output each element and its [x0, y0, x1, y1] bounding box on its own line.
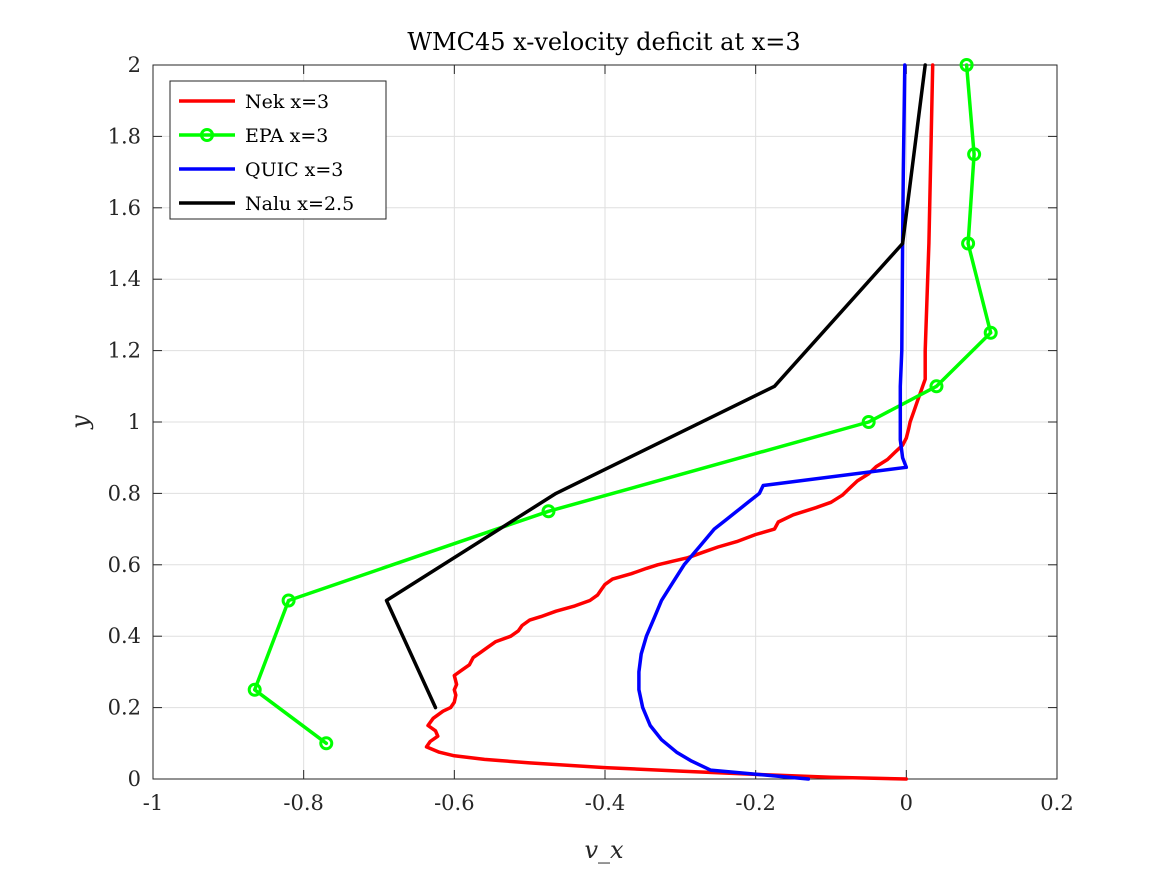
y-tick-label: 2 [128, 53, 141, 77]
series-1-point-6 [983, 325, 998, 340]
x-tick-label: -0.2 [735, 791, 776, 815]
legend: Nek x=3 EPA x=3 QUIC x=3 Nalu x=2.5 [169, 80, 387, 220]
series-1-point-9 [959, 58, 974, 72]
series-1-point-2 [281, 593, 296, 608]
series-1-point-1 [247, 682, 262, 697]
legend-marker-1 [200, 128, 214, 142]
y-tick-label: 0.2 [108, 696, 141, 720]
x-tick-label: -0.8 [283, 791, 324, 815]
y-tick-label: 0.8 [108, 481, 141, 505]
y-tick-label: 1.8 [108, 124, 141, 148]
series-1 [247, 58, 998, 751]
series-line-3 [384, 63, 927, 710]
x-tick-label: 0 [900, 791, 913, 815]
chart-title: WMC45 x-velocity deficit at x=3 [407, 28, 800, 56]
legend-label-2: QUIC x=3 [245, 159, 343, 181]
legend-entry-3: Nalu x=2.5 [179, 193, 354, 215]
series-1-point-8 [967, 147, 982, 162]
x-tick-label: -1 [143, 791, 163, 815]
series-line-2 [637, 63, 909, 781]
y-tick-label: 1 [128, 410, 141, 434]
x-axis-label: v_x [584, 836, 624, 864]
legend-label-0: Nek x=3 [245, 91, 329, 113]
x-axis-ticks: -1 -0.8 -0.6 -0.4 -0.2 0 0.2 [143, 65, 1074, 815]
y-axis-label: y [66, 415, 94, 430]
legend-label-3: Nalu x=2.5 [245, 193, 354, 215]
y-tick-label: 1.6 [108, 196, 141, 220]
legend-label-1: EPA x=3 [245, 125, 328, 147]
y-tick-label: 1.2 [108, 339, 141, 363]
series-3 [384, 63, 927, 710]
y-axis-ticks: 0 0.2 0.4 0.6 0.8 1 1.2 1.4 1.6 1.8 2 [108, 53, 1057, 791]
legend-entry-0: Nek x=3 [179, 91, 329, 113]
series-2 [637, 63, 909, 781]
series-1-point-5 [929, 379, 944, 394]
series-layer [247, 58, 998, 781]
legend-entry-2: QUIC x=3 [179, 159, 343, 181]
x-tick-label: -0.6 [434, 791, 475, 815]
series-0 [424, 63, 935, 781]
y-tick-label: 0 [128, 767, 141, 791]
series-1-point-0 [319, 736, 334, 751]
series-line-0 [424, 63, 935, 781]
x-tick-label: 0.2 [1040, 791, 1073, 815]
y-tick-label: 1.4 [108, 267, 141, 291]
series-1-point-7 [961, 236, 976, 251]
series-1-point-4 [861, 415, 876, 429]
x-tick-label: -0.4 [585, 791, 626, 815]
series-line-1 [252, 63, 993, 746]
legend-entry-1: EPA x=3 [179, 125, 328, 147]
series-1-point-3 [541, 504, 556, 519]
y-tick-label: 0.6 [108, 553, 141, 577]
y-tick-label: 0.4 [108, 624, 141, 648]
legend-box [169, 80, 387, 220]
